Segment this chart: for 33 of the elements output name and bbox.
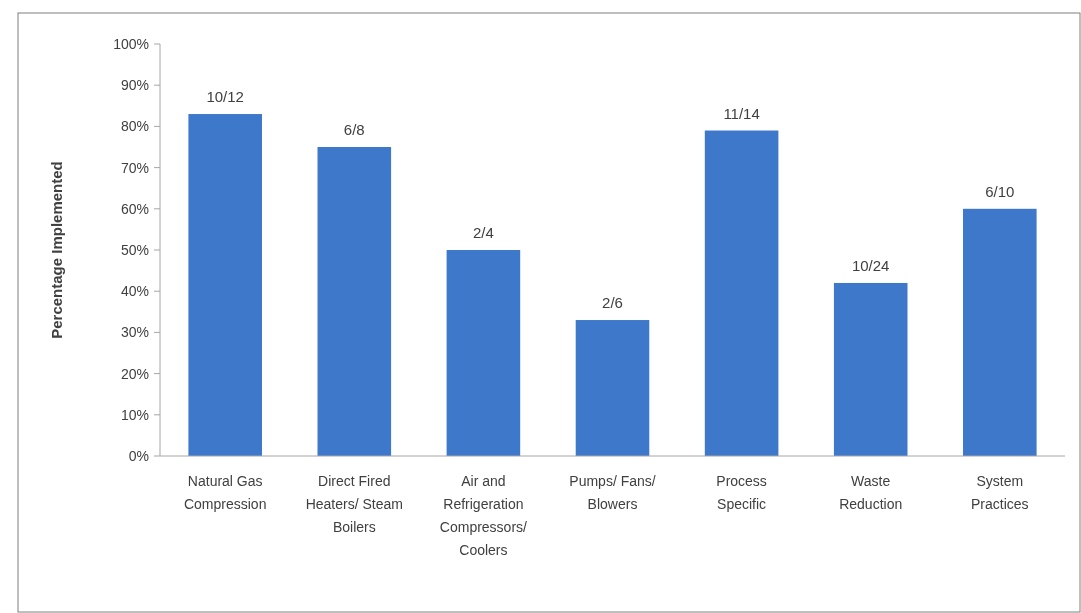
x-tick-label: Air and Refrigeration Compressors/ Coolers — [439, 473, 528, 558]
annotation: 2/6 — [602, 294, 623, 312]
x-tick-label: Natural Gas Compression — [183, 473, 267, 512]
y-tick-label: 100% — [113, 35, 149, 52]
bar — [963, 208, 1037, 456]
y-tick-label: 20% — [120, 365, 149, 382]
y-tick-label: 10% — [120, 406, 149, 423]
y-tick-label: 50% — [120, 241, 149, 258]
annotation: 6/10 — [985, 182, 1015, 200]
x-tick-label: System Practices — [971, 473, 1029, 512]
y-tick-label: 90% — [120, 77, 149, 94]
bar — [704, 130, 779, 456]
annotation: 6/8 — [343, 121, 365, 138]
y-tick-label: 30% — [120, 324, 149, 341]
y-tick-label: 40% — [120, 283, 149, 300]
bar — [833, 282, 908, 456]
y-tick-label: 60% — [120, 200, 149, 217]
x-tick-label: Pumps/ Fans/ Blowers — [569, 473, 656, 512]
x-tick-label: Direct Fired Heaters/ Steam Boilers — [305, 473, 403, 535]
y-tick-label: 70% — [120, 159, 149, 176]
bar — [575, 320, 650, 456]
bar — [188, 114, 262, 456]
annotation: 2/4 — [472, 224, 494, 241]
annotation: 10/24 — [851, 256, 890, 274]
bar — [446, 250, 521, 456]
annotation: 10/12 — [206, 88, 244, 106]
y-tick-label: 0% — [128, 447, 149, 464]
annotation: 11/14 — [723, 104, 760, 122]
y-axis-title: Percentage Implemented — [48, 161, 65, 339]
x-tick-label: Process Specific — [716, 473, 767, 512]
y-tick-label: 80% — [120, 118, 149, 135]
x-tick-label: Waste Reduction — [839, 473, 903, 512]
bar — [317, 147, 392, 456]
